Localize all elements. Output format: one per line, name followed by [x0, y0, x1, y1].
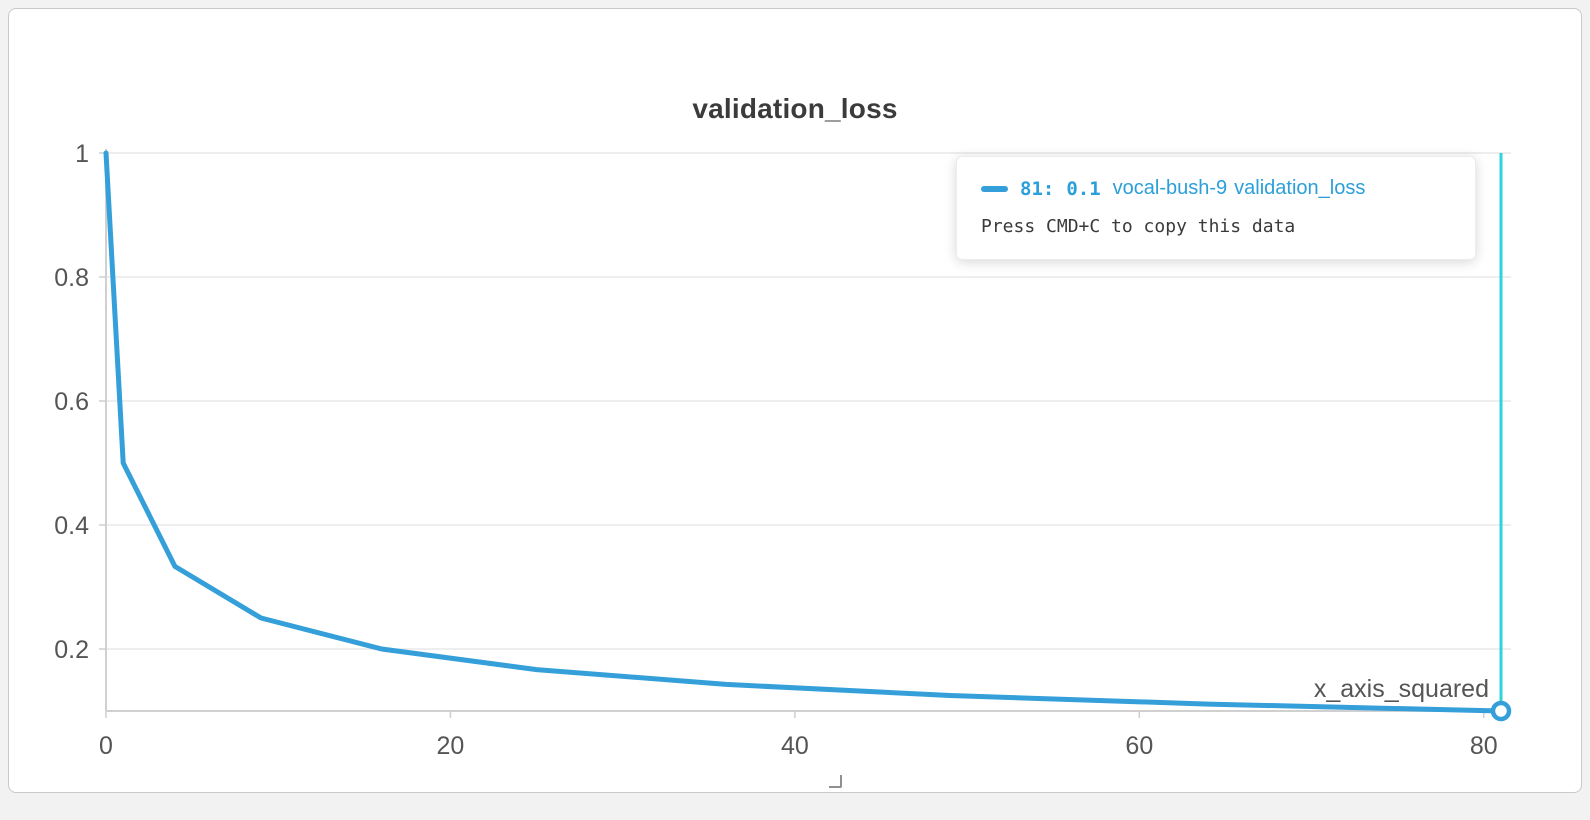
chart-title: validation_loss — [692, 93, 898, 124]
x-axis-label: x_axis_squared — [1313, 675, 1489, 703]
tooltip-series-line: 81: 0.1 vocal-bush-9 validation_loss — [981, 177, 1453, 200]
y-tick-label: 0.2 — [54, 636, 89, 664]
series-line — [103, 150, 1504, 714]
x-tick-label: 60 — [1125, 732, 1153, 760]
x-tick-label: 80 — [1470, 732, 1498, 760]
y-tick-label: 0.6 — [54, 388, 89, 416]
x-tick-label: 20 — [437, 732, 465, 760]
y-tick-label: 1 — [75, 140, 89, 168]
x-tick-label: 0 — [99, 732, 113, 760]
tooltip-point-label: 81: — [1020, 177, 1055, 200]
tooltip-metric-name: validation_loss — [1234, 177, 1366, 199]
y-tick-label: 0.4 — [54, 512, 89, 540]
y-tick-label: 0.8 — [54, 264, 89, 292]
tooltip-run-name: vocal-bush-9 — [1112, 177, 1228, 199]
resize-handle-icon[interactable] — [829, 775, 842, 788]
x-tick-label: 40 — [781, 732, 809, 760]
highlight-point-marker — [1490, 700, 1512, 722]
chart-panel: validation_loss 1 0.8 0.6 0.4 0.2 0 20 40 60 80 x… — [8, 8, 1582, 793]
tooltip-point-value: 0.1 — [1066, 177, 1101, 200]
chart-plot-area[interactable]: 1 0.8 0.6 0.4 0.2 0 20 40 60 80 — [9, 9, 1580, 791]
tooltip-hint: Press CMD+C to copy this data — [981, 216, 1296, 237]
legend-swatch-icon — [981, 185, 1008, 192]
chart-tooltip: 81: 0.1 vocal-bush-9 validation_loss Pre… — [956, 156, 1476, 260]
